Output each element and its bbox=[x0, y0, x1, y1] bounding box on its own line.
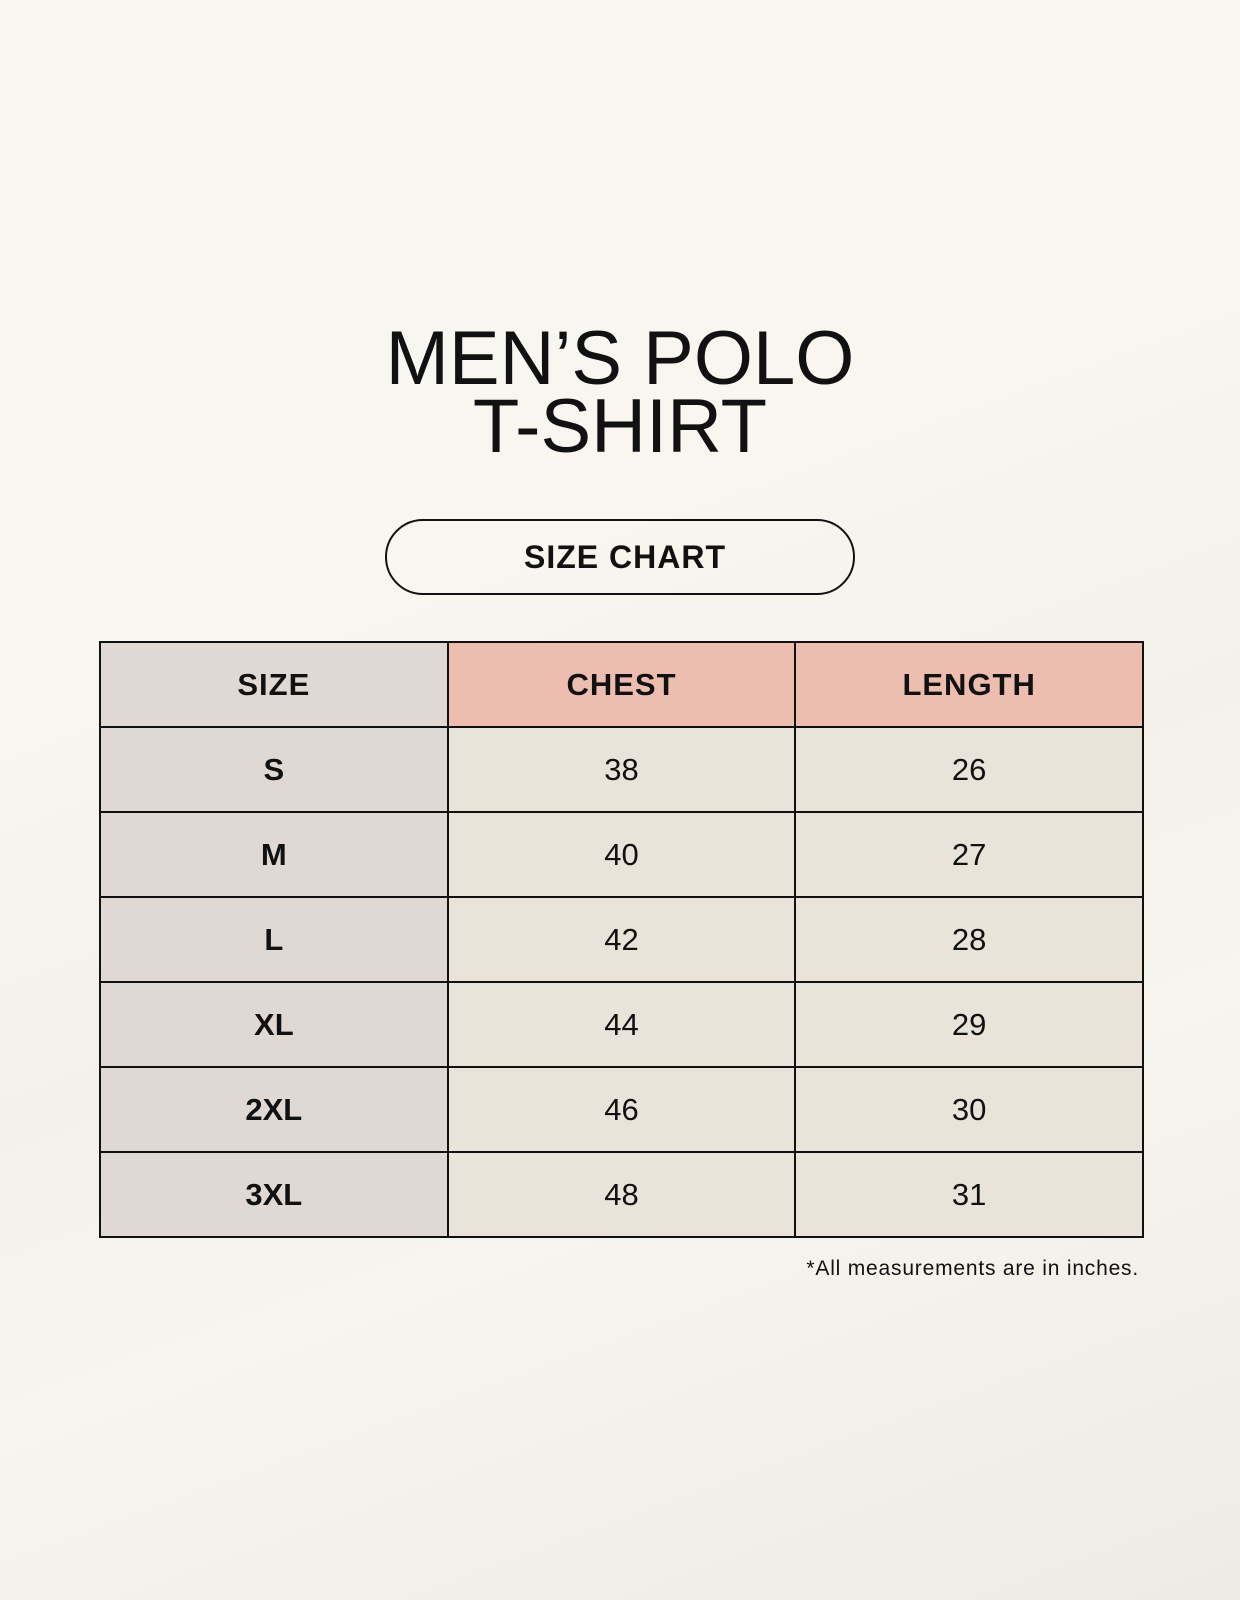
header-size: SIZE bbox=[99, 641, 449, 728]
length-cell: 28 bbox=[794, 896, 1144, 983]
page-title: MEN’S POLO T-SHIRT bbox=[0, 316, 1240, 469]
chest-cell: 42 bbox=[446, 896, 797, 983]
table-row: 2XL 46 30 bbox=[99, 1066, 1144, 1153]
size-table: SIZE CHEST LENGTH S 38 26 M 40 27 L 42 28 XL 44 29 2… bbox=[99, 641, 1144, 1238]
size-cell: 2XL bbox=[99, 1066, 449, 1153]
header-chest: CHEST bbox=[446, 641, 797, 728]
size-cell: S bbox=[99, 726, 449, 813]
table-row: L 42 28 bbox=[99, 896, 1144, 983]
table-row: S 38 26 bbox=[99, 726, 1144, 813]
size-cell: M bbox=[99, 811, 449, 898]
chest-cell: 38 bbox=[446, 726, 797, 813]
title-line-2: T-SHIRT bbox=[472, 384, 768, 469]
size-cell: L bbox=[99, 896, 449, 983]
size-cell: 3XL bbox=[99, 1151, 449, 1238]
chest-cell: 46 bbox=[446, 1066, 797, 1153]
size-cell: XL bbox=[99, 981, 449, 1068]
length-cell: 26 bbox=[794, 726, 1144, 813]
title-line-1: MEN’S POLO bbox=[385, 316, 855, 401]
header-length: LENGTH bbox=[794, 641, 1144, 728]
table-header-row: SIZE CHEST LENGTH bbox=[99, 641, 1144, 728]
length-cell: 27 bbox=[794, 811, 1144, 898]
length-cell: 30 bbox=[794, 1066, 1144, 1153]
table-row: 3XL 48 31 bbox=[99, 1151, 1144, 1238]
size-chart-badge: SIZE CHART bbox=[385, 519, 855, 595]
length-cell: 31 bbox=[794, 1151, 1144, 1238]
length-cell: 29 bbox=[794, 981, 1144, 1068]
chest-cell: 40 bbox=[446, 811, 797, 898]
footnote: *All measurements are in inches. bbox=[806, 1257, 1139, 1280]
table-row: M 40 27 bbox=[99, 811, 1144, 898]
table-row: XL 44 29 bbox=[99, 981, 1144, 1068]
chest-cell: 44 bbox=[446, 981, 797, 1068]
chest-cell: 48 bbox=[446, 1151, 797, 1238]
